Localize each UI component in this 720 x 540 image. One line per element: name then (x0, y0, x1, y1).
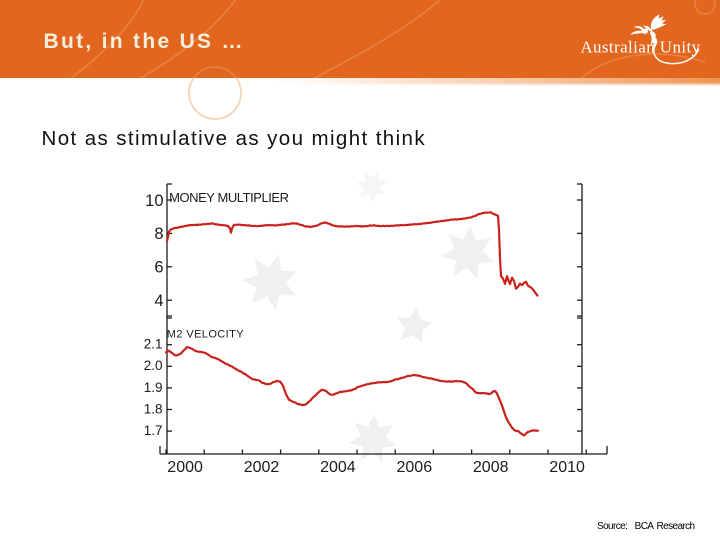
svg-text:MONEY MULTIPLIER: MONEY MULTIPLIER (169, 190, 289, 205)
svg-text:M2 VELOCITY: M2 VELOCITY (167, 329, 244, 341)
svg-text:2004: 2004 (320, 459, 356, 476)
svg-text:1.9: 1.9 (144, 380, 163, 395)
svg-text:Australian Unity: Australian Unity (580, 38, 700, 57)
svg-text:1.7: 1.7 (144, 423, 163, 438)
svg-text:10: 10 (145, 192, 163, 210)
svg-text:2010: 2010 (549, 459, 585, 476)
svg-text:8: 8 (154, 225, 163, 243)
svg-text:2.0: 2.0 (144, 358, 163, 373)
svg-text:6: 6 (154, 259, 163, 277)
svg-text:2002: 2002 (244, 459, 280, 476)
svg-text:2006: 2006 (397, 459, 433, 476)
svg-text:1.8: 1.8 (144, 401, 163, 416)
svg-text:2000: 2000 (167, 459, 203, 476)
svg-text:2008: 2008 (473, 459, 509, 476)
svg-text:4: 4 (154, 292, 163, 310)
svg-text:2.1: 2.1 (144, 337, 163, 352)
